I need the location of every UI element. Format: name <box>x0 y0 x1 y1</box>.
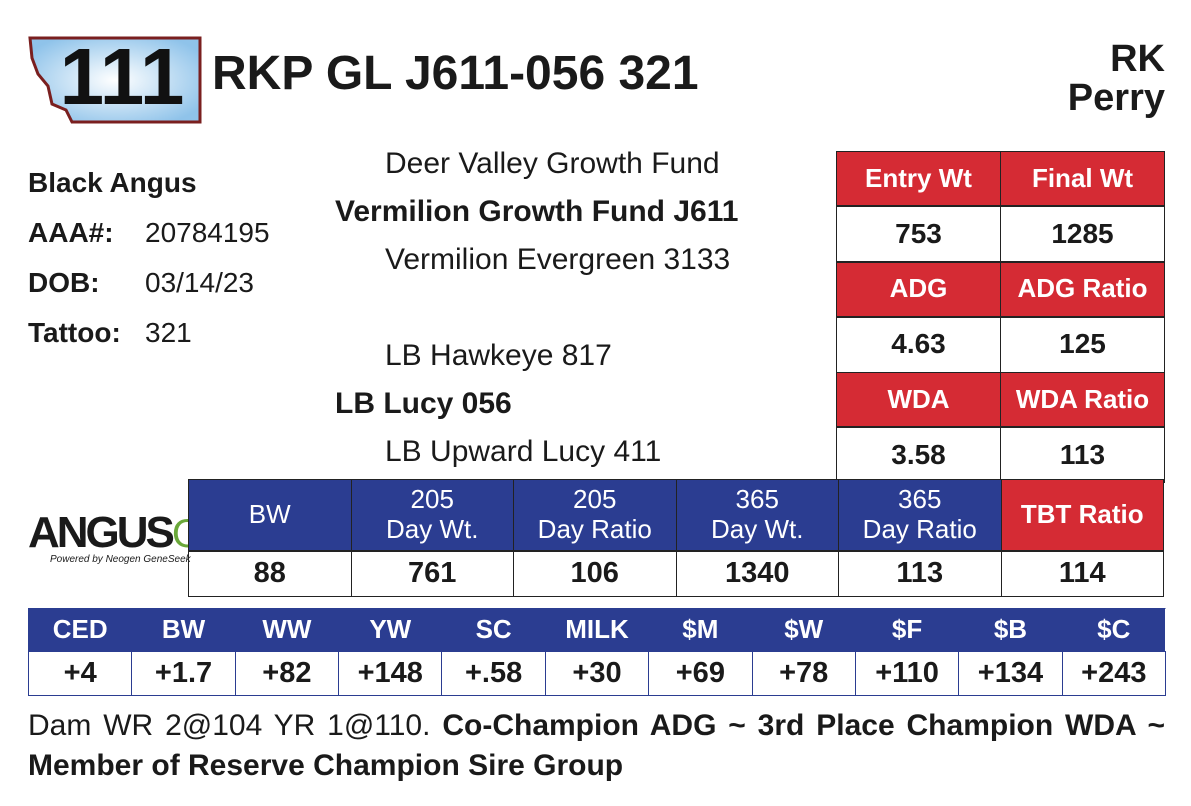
epd-header: $M <box>648 608 753 652</box>
epd-value: +69 <box>648 651 753 696</box>
owner: RK Perry <box>1068 40 1165 118</box>
test-header: ADG Ratio <box>1000 261 1165 317</box>
performance-header-line: Day Wt. <box>711 514 804 544</box>
performance-value: 113 <box>838 551 1002 597</box>
epd-value: +82 <box>234 651 340 696</box>
epd-header: $F <box>854 608 960 652</box>
performance-value: 106 <box>513 551 677 597</box>
epd-header: $B <box>958 608 1063 652</box>
notes-bold: Co-Champion ADG ~ 3rd Place Champion WDA… <box>28 709 1165 782</box>
epd-value: +1.7 <box>131 651 236 696</box>
epd-header: YW <box>338 608 443 652</box>
performance-header-line: 205 <box>573 484 617 515</box>
performance-header-line: Day Wt. <box>386 514 479 544</box>
performance-header-line: Day Ratio <box>537 514 652 544</box>
test-header: ADG <box>836 261 1001 317</box>
info-label: DOB: <box>28 267 100 298</box>
test-header: Entry Wt <box>836 151 1001 206</box>
performance-header-line: 365 <box>898 484 942 515</box>
epd-header: MILK <box>544 608 650 652</box>
epd-header: WW <box>234 608 340 652</box>
pedigree-sire-dam: Vermilion Evergreen 3133 <box>385 243 731 276</box>
performance-header-line: BW <box>248 499 291 530</box>
owner-line: Perry <box>1067 77 1165 119</box>
performance-value: 88 <box>188 551 352 597</box>
test-header: Final Wt <box>1000 151 1165 206</box>
breed: Black Angus <box>28 167 197 198</box>
epd-value: +78 <box>751 651 856 696</box>
info-label: Tattoo: <box>28 317 121 348</box>
epd-header: BW <box>131 608 236 652</box>
epd-value: +110 <box>854 651 960 696</box>
performance-header-line: TBT Ratio <box>1020 499 1144 530</box>
pedigree-dam-dam: LB Upward Lucy 411 <box>385 435 662 468</box>
performance-header: 365 Day Ratio <box>838 479 1002 551</box>
pedigree-sire: Vermilion Growth Fund J611 <box>335 195 739 228</box>
performance-header-line: 365 <box>735 484 779 515</box>
test-value: 3.58 <box>836 427 1001 483</box>
owner-line: RK <box>1110 38 1165 80</box>
test-value: 113 <box>1000 427 1165 483</box>
logo-main: ANGUS <box>28 508 175 557</box>
logo-tagline: Powered by Neogen GeneSeek <box>50 554 191 565</box>
lot-number: 111 <box>60 32 185 121</box>
lot-badge: 111 <box>28 32 202 124</box>
epd-header: $W <box>751 608 856 652</box>
epd-value: +4 <box>28 651 133 696</box>
performance-header: TBT Ratio <box>1000 479 1164 551</box>
epd-value: +30 <box>544 651 650 696</box>
performance-value: 1340 <box>675 551 839 597</box>
test-header: WDA Ratio <box>1000 372 1165 427</box>
pedigree-sire-sire: Deer Valley Growth Fund <box>385 147 720 180</box>
info-value: 321 <box>145 317 192 348</box>
pedigree-dam: LB Lucy 056 <box>335 387 512 420</box>
epd-header: CED <box>28 608 133 652</box>
performance-header-line: Day Ratio <box>862 514 977 544</box>
epd-value: +134 <box>958 651 1063 696</box>
performance-value: 114 <box>1000 551 1164 597</box>
test-value: 4.63 <box>836 316 1001 373</box>
performance-header-line: 205 <box>410 484 454 515</box>
pedigree-dam-sire: LB Hawkeye 817 <box>385 339 612 372</box>
epd-header: SC <box>441 608 546 652</box>
logo: ANGUSGS Powered by Neogen GeneSeek <box>28 508 228 565</box>
test-value: 1285 <box>1000 206 1165 262</box>
performance-header: 205 Day Wt. <box>350 479 514 551</box>
info-value: 03/14/23 <box>145 267 254 298</box>
montana-shape <box>28 36 202 124</box>
epd-value: +.58 <box>441 651 546 696</box>
info-value: 20784195 <box>145 217 270 248</box>
animal-name: RKP GL J611-056 321 <box>212 47 699 100</box>
test-header: WDA <box>836 372 1001 427</box>
performance-value: 761 <box>350 551 514 597</box>
performance-header: BW <box>188 479 352 551</box>
test-value: 753 <box>836 206 1001 262</box>
epd-header: $C <box>1061 608 1166 652</box>
epd-value: +243 <box>1061 651 1166 696</box>
notes: Dam WR 2@104 YR 1@110. Co-Champion ADG ~… <box>28 706 1165 786</box>
performance-header: 365 Day Wt. <box>675 479 839 551</box>
epd-value: +148 <box>338 651 443 696</box>
test-value: 125 <box>1000 316 1165 373</box>
performance-header: 205 Day Ratio <box>513 479 677 551</box>
notes-plain: Dam WR 2@104 YR 1@110. <box>28 709 431 742</box>
info-label: AAA#: <box>28 217 114 248</box>
